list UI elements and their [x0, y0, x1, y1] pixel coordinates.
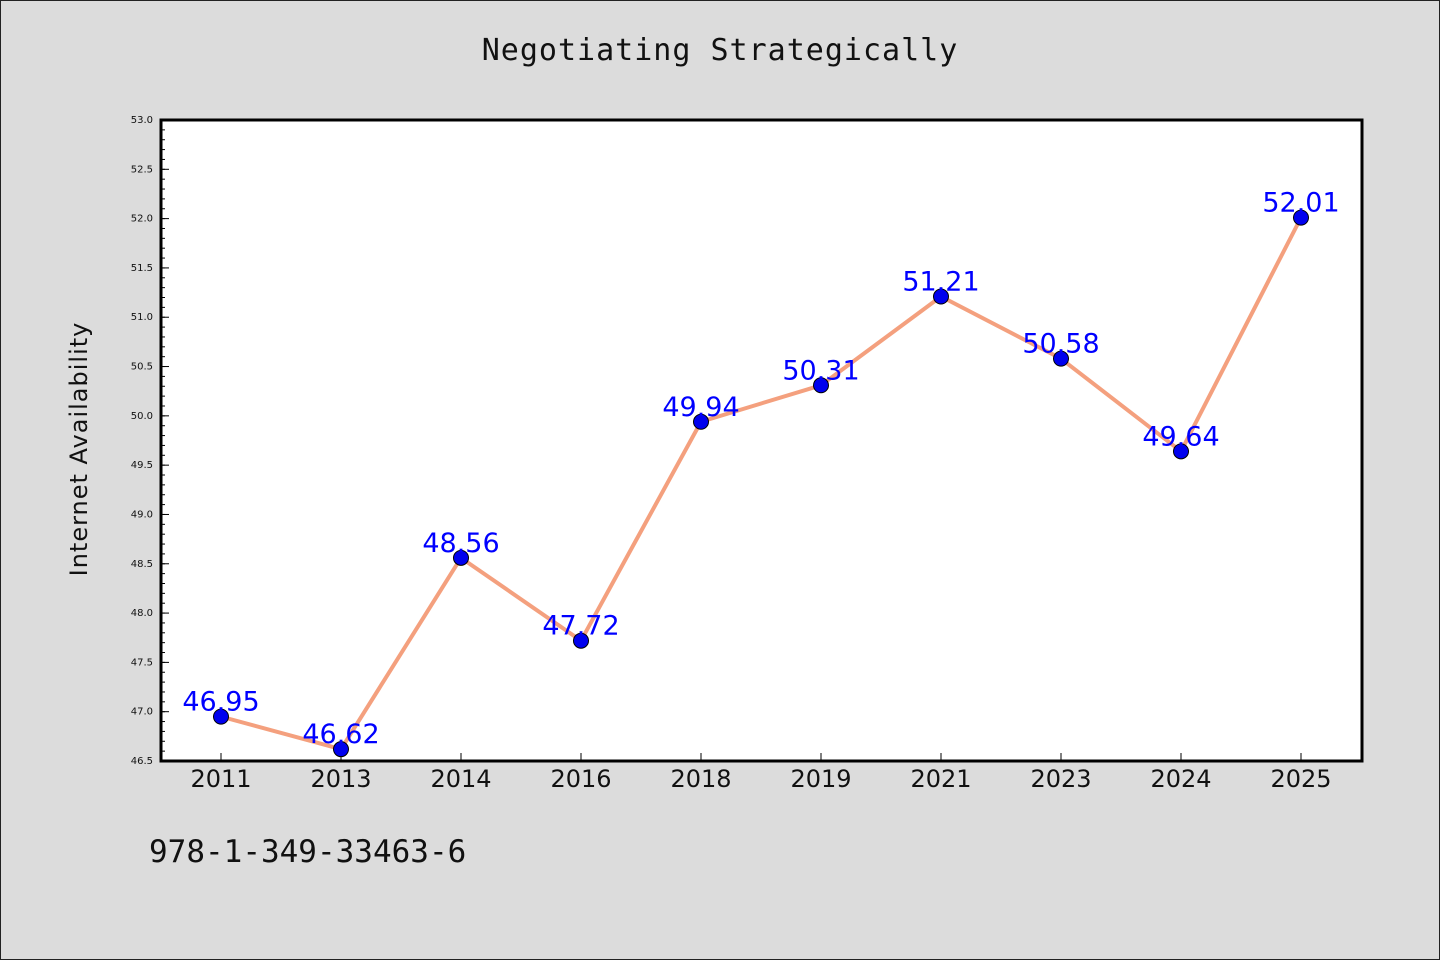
- data-label: 51.21: [902, 267, 979, 298]
- x-tick-label: 2023: [1030, 765, 1091, 793]
- plot-border: [159, 118, 1364, 763]
- data-point: [1173, 443, 1189, 460]
- x-tick-label: 2016: [550, 765, 611, 793]
- x-tick-label: 2011: [190, 765, 251, 793]
- y-tick-label: 49.5: [131, 460, 153, 471]
- x-tick-label: 2024: [1150, 765, 1211, 793]
- y-axis-label: Internet Availability: [65, 322, 93, 577]
- data-label: 52.01: [1262, 188, 1339, 219]
- data-point: [573, 632, 589, 649]
- plot-area: [161, 120, 1362, 761]
- y-tick-label: 50.5: [131, 362, 153, 373]
- data-label: 50.58: [1022, 329, 1099, 360]
- x-tick-label: 2019: [790, 765, 851, 793]
- data-point: [453, 549, 469, 566]
- data-points: [213, 209, 1309, 758]
- data-point: [213, 708, 229, 725]
- chart-title: Negotiating Strategically: [481, 33, 959, 68]
- series-line: [220, 216, 1303, 752]
- x-axis: 2011 2013 2014 2016 2018 2019 2021 2023 2024 2025: [190, 753, 1332, 793]
- y-tick-label: 53.0: [131, 115, 153, 126]
- y-tick-label: 48.5: [131, 559, 153, 570]
- y-tick-label: 50.0: [131, 411, 153, 422]
- data-point: [333, 741, 349, 758]
- data-point: [933, 288, 949, 305]
- data-point: [693, 413, 709, 430]
- y-tick-label: 47.5: [131, 657, 153, 668]
- data-label: 48.56: [422, 528, 499, 559]
- x-tick-label: 2013: [310, 765, 371, 793]
- x-tick-label: 2018: [670, 765, 731, 793]
- y-axis: 46.5 47.0 47.5 48.0 48.5 49.0 49.5 50.0 50.5 51.0…: [131, 115, 169, 767]
- x-tick-label: 2025: [1270, 765, 1331, 793]
- data-labels: 46.95 46.62 48.56 47.72 49.94 50.31 51.21 50.58…: [182, 188, 1339, 751]
- data-label: 46.95: [182, 687, 259, 718]
- y-tick-label: 51.5: [131, 263, 153, 274]
- y-tick-label: 46.5: [131, 756, 153, 767]
- y-tick-label: 47.0: [131, 707, 153, 718]
- isbn-text: 978-1-349-33463-6: [149, 834, 467, 870]
- x-tick-label: 2021: [910, 765, 971, 793]
- y-tick-label: 52.0: [131, 214, 153, 225]
- data-label: 46.62: [302, 719, 379, 750]
- data-label: 47.72: [542, 611, 619, 642]
- y-tick-label: 48.0: [131, 608, 153, 619]
- data-point: [813, 377, 829, 394]
- data-point: [1293, 209, 1309, 226]
- data-label: 49.64: [1142, 421, 1219, 452]
- y-tick-label: 52.5: [131, 164, 153, 175]
- data-label: 49.94: [662, 392, 739, 423]
- x-tick-label: 2014: [430, 765, 491, 793]
- y-tick-label: 51.0: [131, 312, 153, 323]
- data-point: [1053, 350, 1069, 367]
- data-label: 50.31: [782, 355, 859, 386]
- y-tick-label: 49.0: [131, 509, 153, 520]
